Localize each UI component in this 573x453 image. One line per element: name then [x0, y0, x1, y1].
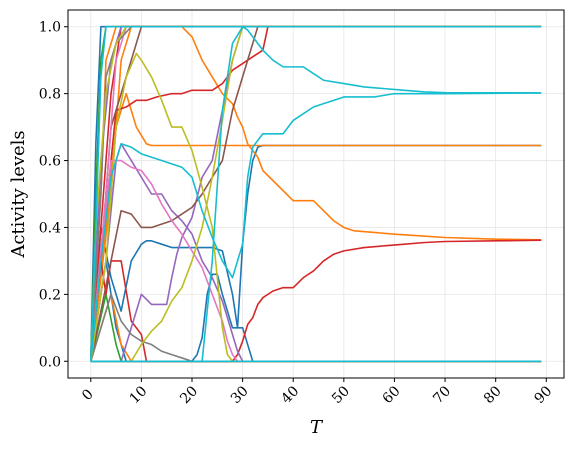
- y-tick-label: 0.2: [39, 287, 61, 303]
- series-line-17: [90, 25, 542, 363]
- series-line-19: [89, 25, 542, 362]
- series-group: [89, 25, 542, 363]
- x-tick-label: 90: [531, 383, 555, 407]
- x-tick-label: 50: [329, 383, 353, 407]
- series-line-27: [89, 25, 542, 362]
- x-tick-label: 40: [278, 383, 302, 407]
- x-tick-label: 20: [177, 383, 201, 407]
- y-tick-label: 1.0: [39, 20, 61, 36]
- series-line-28: [89, 92, 542, 362]
- series-line-25: [89, 52, 542, 363]
- x-tick-label: 60: [380, 383, 404, 407]
- y-tick-label: 0.4: [39, 220, 61, 236]
- series-line-23: [90, 293, 542, 363]
- series-line-13: [89, 260, 542, 363]
- y-tick-label: 0.8: [39, 87, 61, 103]
- x-tick-label: 80: [481, 383, 505, 407]
- x-tick-label: 10: [127, 383, 151, 407]
- x-tick-label: 70: [430, 383, 454, 407]
- series-line-20: [89, 159, 542, 363]
- series-line-26: [90, 25, 542, 363]
- series-line-29: [90, 25, 542, 363]
- series-line-14: [90, 239, 542, 363]
- series-line-6: [89, 25, 542, 362]
- x-tick-label: 30: [228, 383, 252, 407]
- x-tick-label: 0: [79, 386, 97, 404]
- y-tick-label: 0.0: [39, 354, 61, 370]
- x-axis-label: T: [310, 417, 324, 438]
- y-tick-label: 0.6: [39, 154, 61, 170]
- series-line-2: [89, 144, 542, 362]
- series-line-12: [89, 25, 542, 362]
- y-axis-label: Activity levels: [8, 130, 29, 258]
- plot-frame: [67, 9, 565, 379]
- plot-background: [68, 10, 564, 378]
